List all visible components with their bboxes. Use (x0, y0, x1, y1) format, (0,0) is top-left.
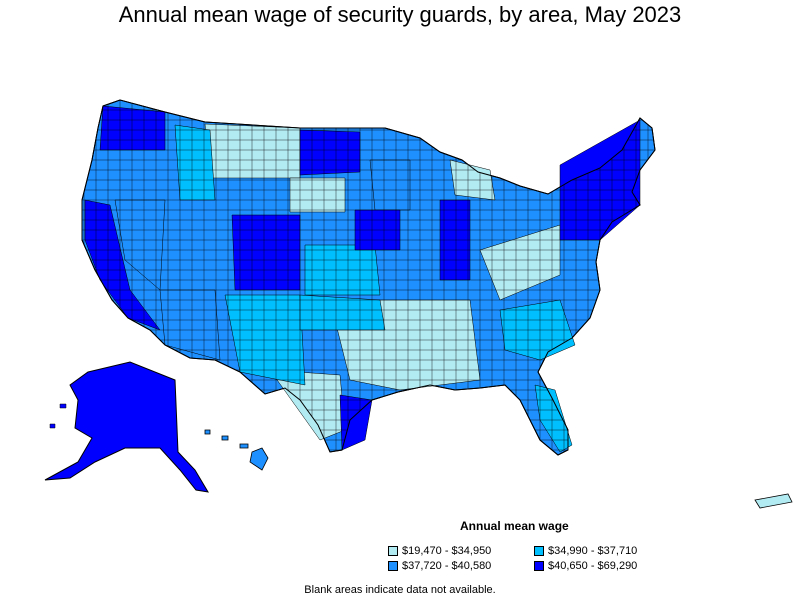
legend-item-4: $40,650 - $69,290 (534, 560, 637, 572)
puerto-rico (754, 493, 793, 509)
hawaii-islands (204, 429, 269, 471)
legend-title: Annual mean wage (460, 519, 569, 533)
map-title: Annual mean wage of security guards, by … (118, 2, 682, 27)
legend-swatch-2 (534, 546, 544, 556)
hawaii (204, 429, 269, 471)
area-borders-texture (81, 99, 656, 456)
legend-swatch-1 (388, 546, 398, 556)
legend-label-2: $34,990 - $37,710 (548, 545, 638, 557)
alaska (44, 361, 209, 493)
legend-item-1: $19,470 - $34,950 (388, 545, 491, 557)
legend-item-3: $37,720 - $40,580 (388, 560, 491, 572)
legend-swatch-4 (534, 561, 544, 571)
blank-areas-note: Blank areas indicate data not available. (304, 584, 496, 596)
legend-label-3: $37,720 - $40,580 (402, 560, 492, 572)
alaska-shape (44, 361, 209, 493)
legend-swatch-3 (388, 561, 398, 571)
alaska-islands (49, 403, 67, 429)
legend-label-1: $19,470 - $34,950 (402, 545, 492, 557)
legend-label-4: $40,650 - $69,290 (548, 560, 638, 572)
region-fills (81, 99, 656, 456)
legend-item-2: $34,990 - $37,710 (534, 545, 637, 557)
puerto-rico-shape (754, 493, 793, 509)
